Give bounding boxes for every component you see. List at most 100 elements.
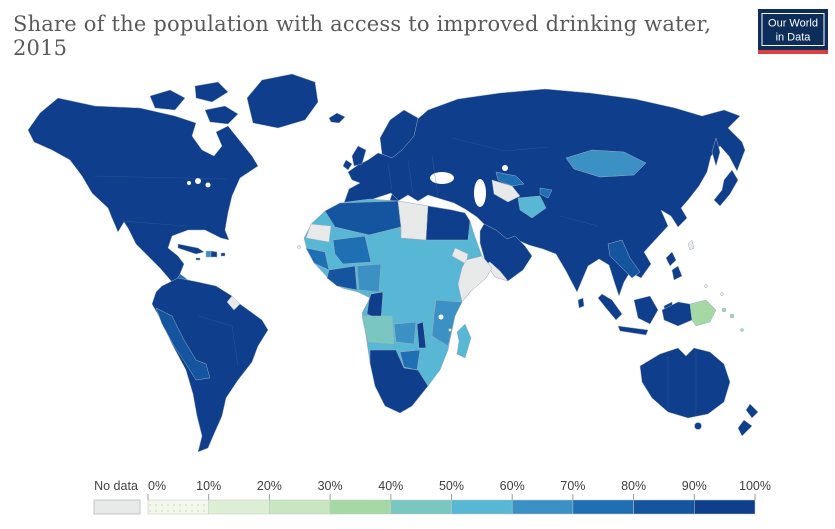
- legend-tick-6: 60%: [500, 479, 525, 493]
- region-afghanistan[interactable]: [517, 195, 547, 219]
- region-zambia[interactable]: [393, 321, 417, 345]
- region-dominican-republic[interactable]: [210, 250, 218, 258]
- legend-bin-6[interactable]: [511, 499, 574, 515]
- region-vanuatu[interactable]: [740, 328, 744, 332]
- legend-tick-marks: [147, 494, 756, 500]
- region-cuba[interactable]: [177, 243, 205, 255]
- legend-bin-2[interactable]: [269, 499, 331, 515]
- region-puerto-rico[interactable]: [220, 252, 226, 257]
- logo-inner-border: [761, 13, 825, 46]
- region-jamaica[interactable]: [195, 257, 201, 261]
- legend-tick-0: 0%: [148, 479, 166, 493]
- region-turkmenistan[interactable]: [491, 179, 521, 203]
- legend-bin-8[interactable]: [633, 499, 695, 515]
- region-australia[interactable]: [639, 347, 731, 419]
- legend-tick-4: 40%: [378, 479, 403, 493]
- legend-no-data-label: No data: [94, 479, 138, 493]
- region-comoros[interactable]: [448, 328, 452, 332]
- legend-bin-9[interactable]: [694, 499, 756, 515]
- region-nigeria[interactable]: [356, 263, 382, 293]
- legend-tick-7: 70%: [560, 479, 585, 493]
- region-egypt[interactable]: [425, 205, 471, 241]
- region-arctic-island-1[interactable]: [149, 89, 186, 111]
- region-haiti[interactable]: [205, 250, 212, 258]
- legend-bin-3[interactable]: [329, 499, 392, 515]
- region-yemen[interactable]: [485, 261, 509, 282]
- legend-no-data-swatch[interactable]: [93, 499, 141, 515]
- region-new-zealand-north[interactable]: [745, 403, 759, 419]
- region-taiwan[interactable]: [687, 239, 695, 251]
- region-tasmania[interactable]: [694, 422, 702, 430]
- region-uzbekistan[interactable]: [495, 171, 525, 187]
- region-malawi[interactable]: [416, 321, 427, 349]
- region-kenya-tanzania[interactable]: [431, 299, 463, 347]
- region-angola[interactable]: [361, 315, 395, 345]
- legend-tick-8: 80%: [621, 479, 646, 493]
- caspian-sea: [474, 179, 486, 207]
- region-greenland[interactable]: [246, 73, 319, 129]
- border-us-mexico: [121, 220, 187, 227]
- region-arctic-island-3[interactable]: [204, 105, 239, 125]
- region-peru-bolivia-ecuador[interactable]: [155, 307, 211, 381]
- border-us-canada: [93, 175, 227, 180]
- lake-victoria: [438, 314, 444, 320]
- region-java[interactable]: [617, 325, 649, 336]
- legend: No data 0% 10% 20% 30% 40% 50% 60% 70% 8…: [93, 479, 771, 515]
- region-zimbabwe[interactable]: [399, 349, 421, 371]
- border-brazil: [197, 315, 239, 367]
- logo-text-line2: in Data: [776, 32, 812, 44]
- region-cape-verde[interactable]: [297, 245, 301, 249]
- region-scandinavia[interactable]: [379, 109, 419, 159]
- border-europe-1: [387, 163, 393, 191]
- legend-bin-5[interactable]: [451, 499, 513, 515]
- region-arctic-island-2[interactable]: [194, 81, 229, 103]
- border-russia-kazakhstan: [451, 137, 549, 152]
- region-southern-africa[interactable]: [369, 349, 429, 414]
- great-lake-2: [205, 182, 211, 188]
- legend-tick-5: 50%: [439, 479, 464, 493]
- region-new-zealand-south[interactable]: [737, 419, 753, 437]
- region-french-guiana[interactable]: [226, 295, 241, 311]
- legend-bin-1[interactable]: [208, 499, 270, 515]
- region-philippines-north[interactable]: [665, 251, 677, 267]
- border-china-india: [559, 215, 599, 227]
- border-europe-3: [431, 155, 439, 197]
- legend-bin-4[interactable]: [390, 499, 452, 515]
- region-ghana-cote-divoire[interactable]: [326, 265, 358, 291]
- legend-bin-0-dots: [148, 500, 209, 514]
- aral-sea: [502, 165, 508, 171]
- legend-tick-3: 30%: [318, 479, 343, 493]
- region-sakhalin[interactable]: [711, 137, 721, 167]
- legend-bin-7[interactable]: [572, 499, 634, 515]
- region-philippines-south[interactable]: [671, 265, 683, 281]
- region-micronesia-1[interactable]: [704, 284, 708, 288]
- region-south-america[interactable]: [151, 277, 269, 453]
- region-tajikistan[interactable]: [539, 187, 553, 199]
- region-north-america[interactable]: [27, 97, 259, 289]
- region-japan[interactable]: [713, 169, 739, 207]
- region-sumatra[interactable]: [597, 293, 623, 321]
- region-united-kingdom[interactable]: [351, 145, 367, 167]
- legend-tick-10: 100%: [739, 479, 771, 493]
- region-libya[interactable]: [397, 200, 429, 241]
- region-ireland[interactable]: [342, 159, 353, 171]
- region-myanmar-laos[interactable]: [607, 239, 641, 279]
- region-somalia[interactable]: [457, 255, 493, 303]
- region-solomon-1[interactable]: [721, 307, 727, 313]
- region-mali[interactable]: [332, 235, 372, 265]
- region-sri-lanka[interactable]: [577, 297, 585, 309]
- legend-tick-1: 10%: [196, 479, 221, 493]
- great-lake-3: [187, 181, 191, 185]
- region-iceland[interactable]: [328, 112, 346, 124]
- region-solomon-2[interactable]: [729, 313, 735, 319]
- region-micronesia-2[interactable]: [720, 292, 724, 296]
- page-title: Share of the population with access to i…: [13, 12, 712, 60]
- region-papua-new-guinea[interactable]: [689, 299, 717, 327]
- region-madagascar[interactable]: [456, 323, 472, 359]
- owid-logo[interactable]: Our World in Data: [758, 9, 828, 54]
- region-mongolia[interactable]: [565, 149, 647, 178]
- region-western-sahara[interactable]: [305, 223, 332, 243]
- region-borneo[interactable]: [633, 295, 659, 325]
- legend-tick-9: 90%: [682, 479, 707, 493]
